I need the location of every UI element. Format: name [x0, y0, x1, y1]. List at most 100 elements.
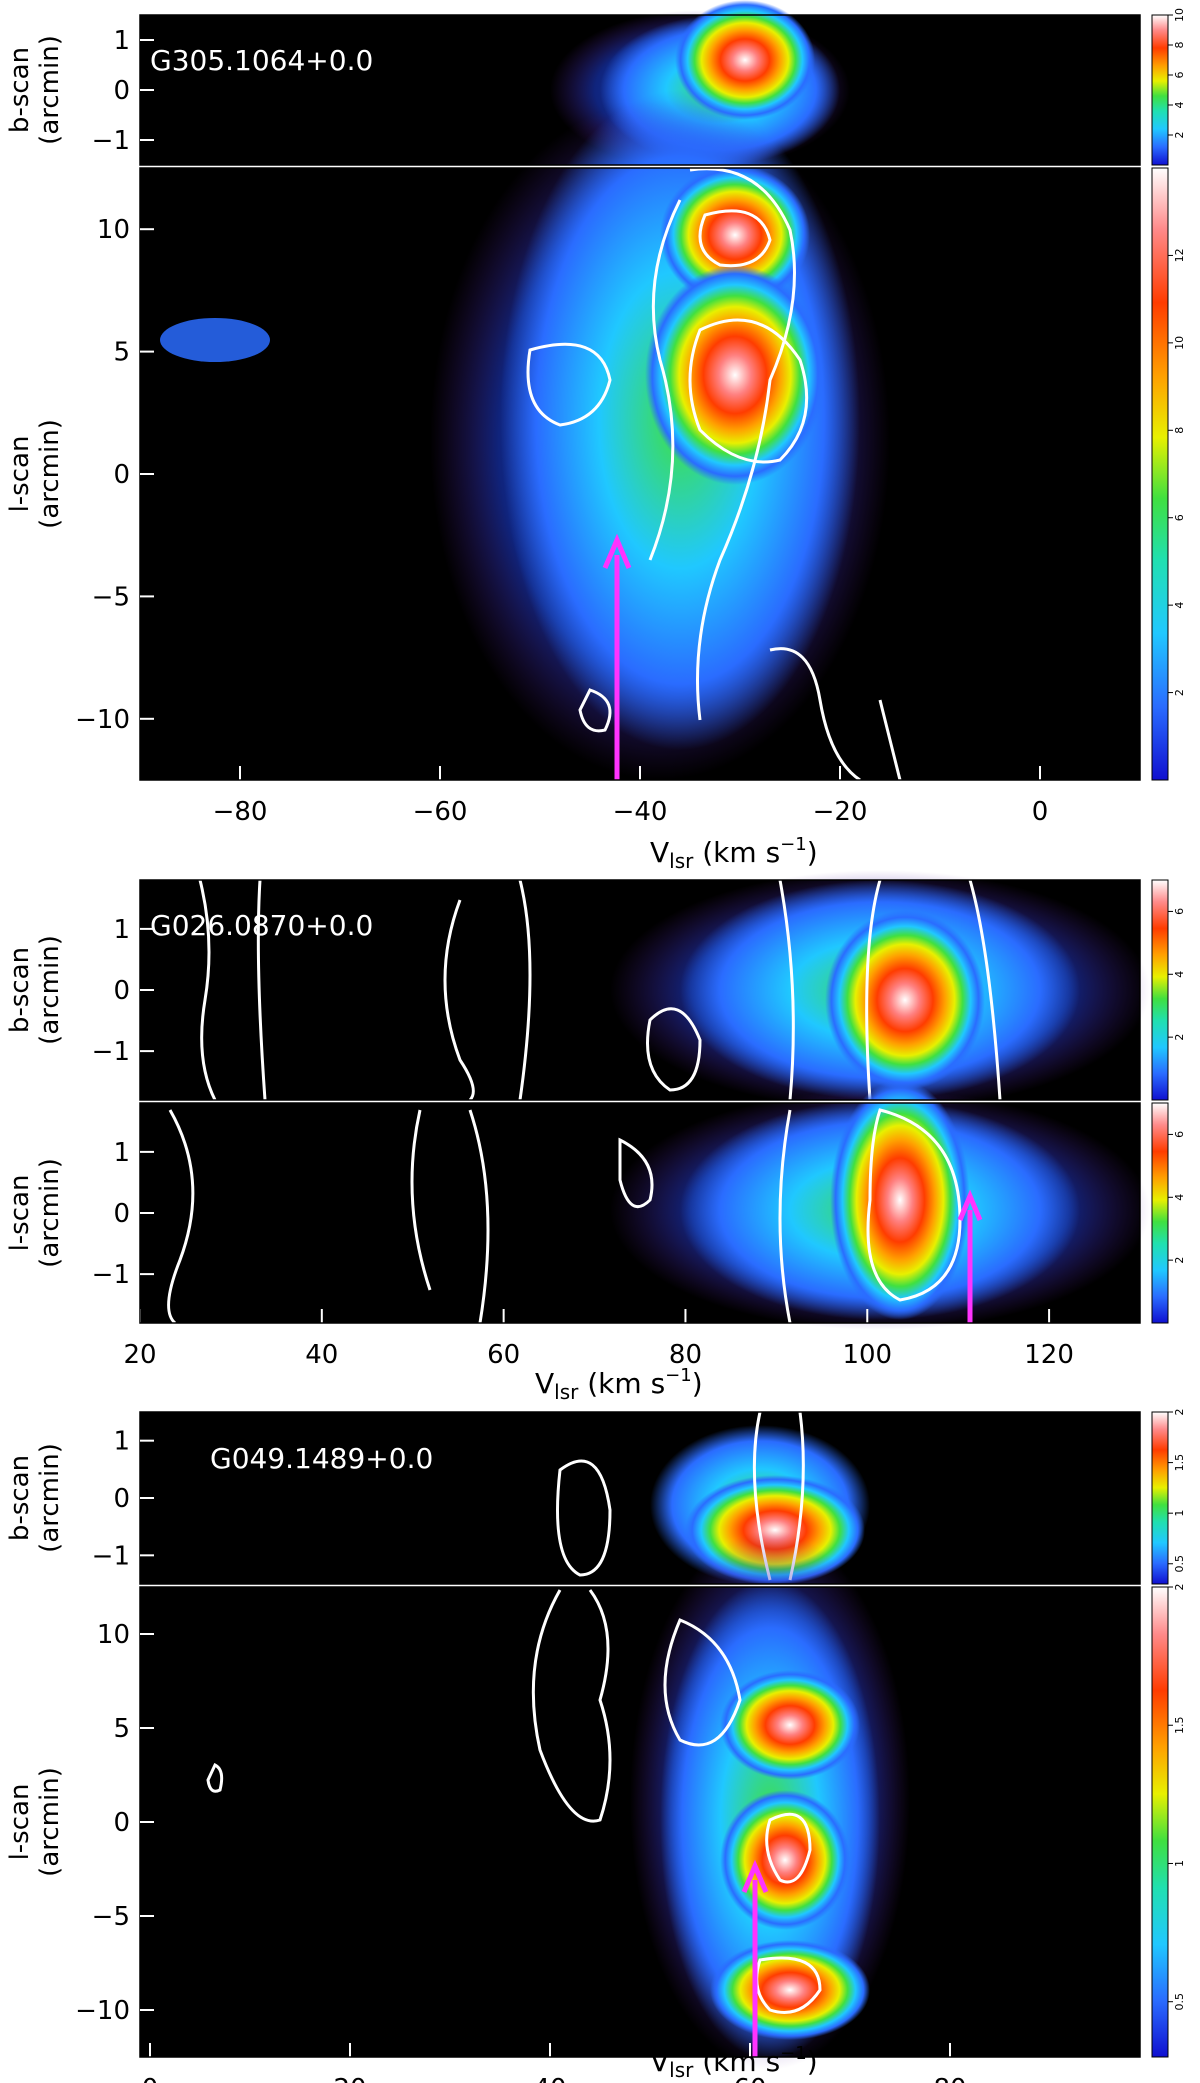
arrow-marker [957, 1189, 983, 1323]
y-tick-label: −5 [92, 1902, 130, 1932]
plot-1b-emission [160, 90, 902, 782]
y-tick-label: −10 [75, 705, 130, 735]
y-tick-label: 0 [113, 976, 130, 1006]
colorbar-tick-label: 6 [1173, 908, 1186, 915]
colorbar-tick-label: 1 [1173, 1860, 1186, 1867]
source-name: G049.1489+0.0 [210, 1442, 433, 1475]
x-tick-label: 60 [733, 2074, 766, 2083]
x-tick-label: 60 [487, 1340, 520, 1370]
source-name: G305.1064+0.0 [150, 44, 373, 77]
x-tick-label: −40 [613, 797, 668, 827]
y-axis-label: (arcmin) [35, 419, 65, 529]
y-tick-label: 0 [113, 76, 130, 106]
colorbar [1151, 14, 1169, 166]
x-tick-label: 80 [669, 1340, 702, 1370]
colorbar-tick-label: 1 [1173, 1510, 1186, 1517]
x-axis-label: Vlsr (km s−1) [650, 834, 818, 873]
x-tick-label: 100 [842, 1340, 892, 1370]
y-tick-label: −1 [92, 1260, 130, 1290]
contour-line [698, 209, 772, 268]
contour-line [755, 1956, 822, 2014]
x-tick-label: −20 [813, 797, 868, 827]
colorbar [1151, 879, 1169, 1101]
contour-line [765, 1812, 812, 1884]
x-tick-label: 120 [1024, 1340, 1074, 1370]
colorbar-tick-label: 4 [1173, 602, 1186, 609]
x-tick-label: 0 [1032, 797, 1049, 827]
contour-line [648, 167, 796, 721]
colorbar-tick-label: 1.5 [1173, 1454, 1186, 1472]
colorbar-tick-label: 1.5 [1173, 1716, 1186, 1734]
y-axis-label: b-scan [5, 947, 35, 1033]
x-axis-label: Vlsr (km s−1) [535, 1365, 703, 1404]
y-tick-label: 5 [113, 338, 130, 368]
contour-line [866, 1108, 962, 1302]
colorbar-tick-label: 0.5 [1173, 1993, 1186, 2011]
y-axis-label: (arcmin) [35, 1158, 65, 1268]
figure-1: G305.1064+0.0 Vlsr (km s−1) [140, 0, 1150, 873]
y-axis-label: l-scan [5, 1175, 35, 1252]
arrow-marker [602, 533, 632, 780]
y-axis-label: (arcmin) [35, 35, 65, 145]
contour-line [646, 1007, 702, 1092]
colorbar-tick-label: 2 [1173, 1409, 1186, 1416]
emission-core [720, 1790, 850, 1930]
y-tick-label: 10 [97, 215, 130, 245]
contour-line [198, 879, 1002, 1102]
x-tick-label: −80 [213, 797, 268, 827]
y-axis-label: b-scan [5, 47, 35, 133]
y-tick-label: −1 [92, 1541, 130, 1571]
contour-line [526, 342, 612, 427]
colorbar [1151, 1411, 1169, 1585]
colorbar-tick-label: 2 [1173, 1257, 1186, 1264]
y-tick-label: −1 [92, 1037, 130, 1067]
colorbar-tick-label: 2 [1173, 1034, 1186, 1041]
x-tick-label: 40 [305, 1340, 338, 1370]
plot-3a-background [140, 1412, 1140, 1584]
emission-core [710, 1940, 870, 2040]
x-tick-label: 80 [933, 2074, 966, 2083]
colorbar-tick-label: 10 [1173, 336, 1186, 350]
contour-line [663, 1618, 742, 1747]
contour-line [531, 1589, 612, 1823]
emission-feature [160, 318, 270, 362]
colorbar-tick-label: 8 [1173, 427, 1186, 434]
y-tick-label: 0 [113, 1484, 130, 1514]
y-tick-label: 0 [113, 460, 130, 490]
plot-2b-emission [167, 1080, 1150, 1330]
y-tick-label: 0 [113, 1808, 130, 1838]
y-axis-label: b-scan [5, 1455, 35, 1541]
contour-line [578, 688, 612, 733]
colorbar [1151, 1102, 1169, 1324]
colorbar-tick-label: 12 [1173, 248, 1186, 262]
colorbar [1151, 167, 1169, 781]
x-tick-label: −60 [413, 797, 468, 827]
colorbar-tick-label: 6 [1173, 514, 1186, 521]
contour-line [769, 647, 902, 782]
colorbar-tick-label: 8 [1173, 42, 1186, 49]
contour-line [206, 1762, 224, 1793]
y-axis-label: (arcmin) [35, 1767, 65, 1877]
emission-core [675, 0, 815, 120]
colorbar-tick-label: 2 [1173, 689, 1186, 696]
figure-3: G049.1489+0.0 Vlsr (km s−1) [140, 1411, 1150, 2082]
figure-2: G026.0870+0.0 Vlsr (km s−1) [140, 870, 1150, 1404]
arrow-marker [741, 1859, 769, 2057]
colorbar-tick-label: 2 [1173, 1584, 1186, 1591]
colorbar-tick-label: 0.5 [1173, 1555, 1186, 1573]
colorbar [1151, 1586, 1169, 2058]
y-tick-label: 10 [97, 1620, 130, 1650]
source-name: G026.0870+0.0 [150, 909, 373, 942]
colorbar-tick-label: 6 [1173, 72, 1186, 79]
y-axis-label: l-scan [5, 1784, 35, 1861]
plot-2a-emission [198, 870, 1150, 1110]
y-axis-label: l-scan [5, 436, 35, 513]
x-tick-label: 40 [533, 2074, 566, 2083]
colorbar-tick-label: 6 [1173, 1131, 1186, 1138]
y-tick-label: 1 [113, 915, 130, 945]
contour-line [167, 1109, 792, 1325]
y-tick-label: 0 [113, 1199, 130, 1229]
x-tick-label: 20 [123, 1340, 156, 1370]
